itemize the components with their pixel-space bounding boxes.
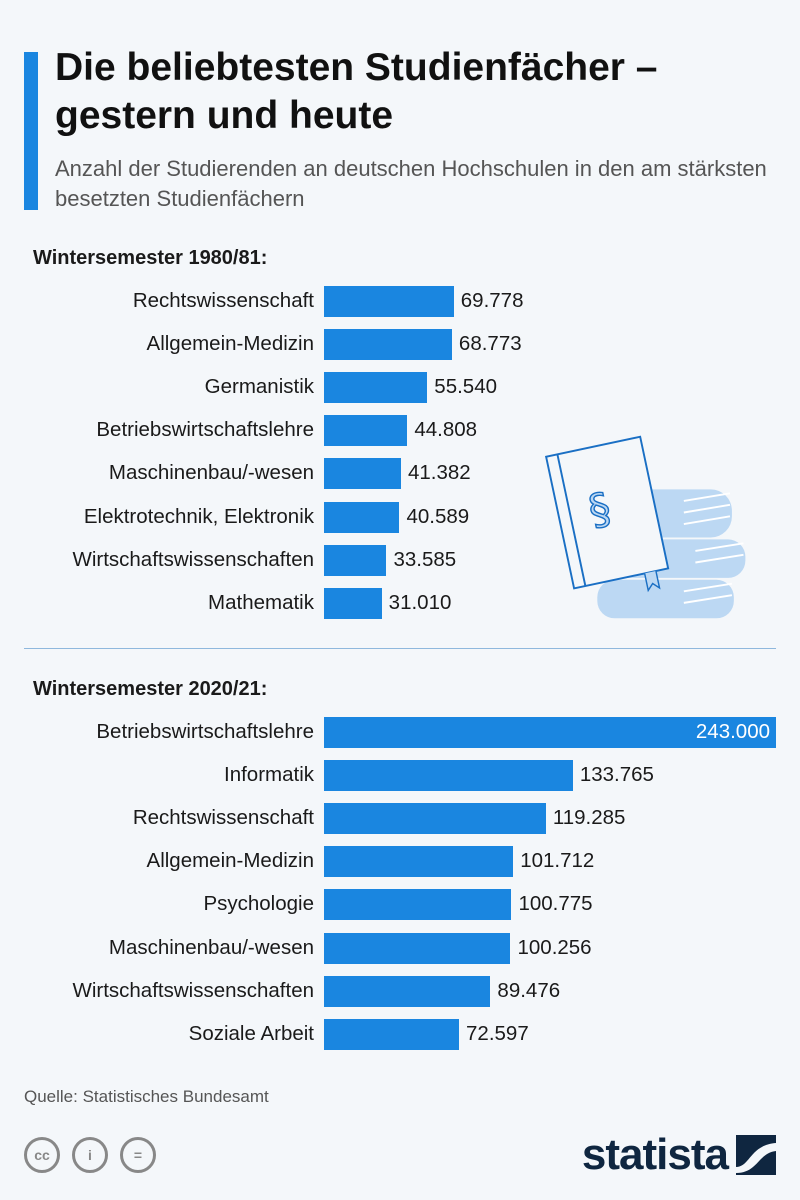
category-label: Germanistik: [204, 375, 314, 399]
value-label: 243.000: [695, 720, 770, 743]
page-title: Die beliebtesten Studienfächer – gestern…: [55, 46, 658, 137]
brand-name: statista: [581, 1130, 729, 1179]
category-label: Betriebswirtschaftslehre: [96, 720, 314, 743]
category-label: Wirtschaftswissenschaften: [72, 978, 314, 1002]
category-label: Elektrotechnik, Elektronik: [83, 504, 314, 528]
value-label: 41.382: [407, 461, 471, 485]
section-title-1980: Wintersemester 1980/81:: [33, 247, 268, 269]
value-label: 55.540: [434, 375, 497, 399]
bar: [324, 803, 546, 835]
category-label: Wirtschaftswissenschaften: [72, 547, 314, 571]
bar: [324, 846, 514, 878]
category-label: Maschinenbau/-wesen: [108, 935, 314, 959]
source-note: Quelle: Statistisches Bundesamt: [24, 1087, 269, 1106]
section-divider: [24, 648, 776, 649]
category-label: Informatik: [224, 763, 314, 787]
value-label: 119.285: [552, 806, 626, 830]
cc-icon: cc: [24, 1137, 60, 1173]
value-label: 44.808: [414, 418, 478, 442]
value-label: 89.476: [497, 978, 561, 1002]
law-book-stack-icon: §: [544, 435, 746, 619]
category-label: Allgemein-Medizin: [146, 849, 314, 873]
subtitle: Anzahl der Studierenden an deutschen Hoc…: [55, 156, 767, 211]
bar: [324, 760, 573, 792]
bar: [324, 587, 382, 619]
value-label: 40.589: [406, 504, 470, 528]
value-label: 33.585: [393, 547, 457, 571]
value-label: 100.256: [517, 935, 592, 959]
value-label: 133.765: [579, 763, 654, 787]
category-label: Soziale Arbeit: [188, 1021, 314, 1045]
category-label: Mathematik: [208, 590, 314, 614]
value-label: 31.010: [388, 590, 452, 614]
bar: [324, 286, 454, 317]
bar: [324, 458, 401, 490]
value-label: 72.597: [466, 1021, 529, 1045]
value-label: 100.775: [518, 892, 593, 916]
value-label: 68.773: [458, 332, 522, 356]
no-derivatives-icon: =: [120, 1137, 156, 1173]
bar: [324, 889, 512, 921]
bar: [324, 544, 387, 576]
value-label: 101.712: [520, 849, 595, 873]
category-label: Rechtswissenschaft: [132, 289, 314, 312]
category-label: Maschinenbau/-wesen: [108, 461, 314, 485]
bar: [324, 932, 511, 964]
attribution-icon: i: [72, 1137, 108, 1173]
bar: [324, 415, 408, 447]
category-label: Psychologie: [203, 892, 314, 916]
category-label: Betriebswirtschaftslehre: [96, 418, 314, 442]
bar: [324, 717, 776, 748]
category-label: Allgemein-Medizin: [146, 332, 314, 356]
title-accent-bar: [24, 52, 38, 210]
section-title-2020: Wintersemester 2020/21:: [33, 678, 268, 700]
bar: [324, 501, 400, 533]
value-label: 69.778: [460, 289, 524, 312]
bar: [324, 329, 452, 361]
category-label: Rechtswissenschaft: [132, 806, 314, 830]
bar: [324, 975, 491, 1007]
bar: [324, 372, 428, 404]
statista-logo: statista: [582, 1130, 776, 1180]
bar: [324, 1018, 460, 1050]
statista-logo-icon: [736, 1135, 776, 1175]
